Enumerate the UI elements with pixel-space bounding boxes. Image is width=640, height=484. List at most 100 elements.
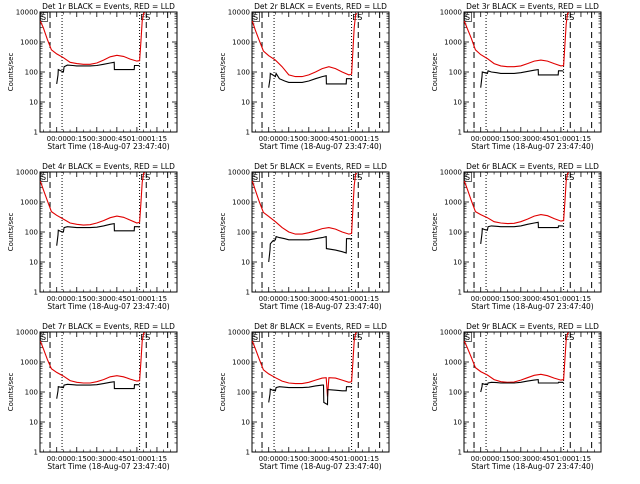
x-tick-label: 00:30	[87, 455, 107, 463]
panel-title: Det 3r BLACK = Events, RED = LLD	[466, 2, 599, 11]
y-tick-label: 1000	[232, 359, 250, 367]
end-marker: ES	[352, 333, 362, 342]
start-marker: S	[465, 173, 470, 182]
x-tick-label: 00:30	[299, 455, 319, 463]
x-tick-label: 00:00	[471, 455, 491, 463]
y-tick-label: 10	[241, 419, 250, 427]
start-marker: S	[465, 333, 470, 342]
y-tick-label: 10	[241, 99, 250, 107]
x-axis-label: Start Time (18-Aug-07 23:47:40)	[471, 142, 593, 151]
y-tick-label: 10	[241, 259, 250, 267]
series-line-lld	[39, 12, 146, 65]
y-tick-label: 10000	[16, 329, 38, 337]
start-marker: S	[41, 13, 46, 22]
y-tick-label: 10	[453, 419, 462, 427]
x-tick-label: 01:00	[339, 295, 359, 303]
x-tick-label: 01:00	[127, 455, 147, 463]
x-tick-label: 00:30	[87, 295, 107, 303]
x-tick-label: 00:00	[259, 135, 279, 143]
panel-title: Det 1r BLACK = Events, RED = LLD	[42, 2, 175, 11]
y-tick-label: 100	[449, 69, 462, 77]
x-tick-label: 01:00	[551, 455, 571, 463]
series-line-lld	[39, 172, 146, 226]
y-tick-label: 100	[237, 389, 250, 397]
start-marker: S	[41, 333, 46, 342]
y-tick-label: 1000	[444, 199, 462, 207]
y-tick-label: 1	[458, 289, 462, 297]
x-tick-label: 00:45	[531, 295, 551, 303]
detector-panel: Det 9r BLACK = Events, RED = LLD 1 10 100 10…	[431, 322, 602, 471]
x-axis-label: Start Time (18-Aug-07 23:47:40)	[47, 462, 169, 471]
x-tick-label: 00:15	[491, 295, 511, 303]
plot-frame	[39, 171, 178, 293]
y-tick-label: 100	[449, 389, 462, 397]
start-marker: S	[253, 13, 258, 22]
y-tick-label: 1000	[20, 39, 38, 47]
series-line-events	[268, 235, 352, 263]
start-marker: S	[465, 13, 470, 22]
x-tick-label: 00:45	[531, 455, 551, 463]
y-tick-label: 100	[25, 229, 38, 237]
end-marker: ES	[564, 173, 574, 182]
series-line-lld	[463, 172, 570, 225]
start-marker-box	[40, 172, 48, 182]
detector-panel: Det 7r BLACK = Events, RED = LLD 1 10 100 10…	[7, 322, 178, 471]
x-tick-label: 01:15	[147, 455, 167, 463]
x-tick-label: 00:45	[319, 295, 339, 303]
y-axis-label: Counts/sec	[431, 213, 439, 252]
start-marker-box	[464, 12, 472, 22]
end-marker: ES	[140, 13, 150, 22]
x-tick-label: 01:00	[127, 135, 147, 143]
x-tick-label: 01:00	[551, 295, 571, 303]
detector-panel: Det 1r BLACK = Events, RED = LLD 1 10 100 10…	[7, 2, 178, 151]
series-line-events	[56, 61, 140, 84]
x-tick-label: 00:30	[87, 135, 107, 143]
y-tick-label: 10000	[440, 329, 462, 337]
y-tick-label: 10	[29, 419, 38, 427]
x-axis-label: Start Time (18-Aug-07 23:47:40)	[471, 462, 593, 471]
series-line-events	[268, 384, 352, 406]
y-tick-label: 10	[453, 99, 462, 107]
y-tick-label: 1	[246, 289, 250, 297]
y-axis-label: Counts/sec	[431, 373, 439, 412]
y-tick-label: 10000	[16, 9, 38, 17]
y-axis-label: Counts/sec	[219, 213, 227, 252]
series-line-events	[480, 378, 564, 393]
y-tick-label: 10000	[228, 329, 250, 337]
end-marker: ES	[352, 173, 362, 182]
y-tick-label: 1	[458, 129, 462, 137]
x-tick-label: 01:15	[147, 295, 167, 303]
panel-title: Det 6r BLACK = Events, RED = LLD	[466, 162, 599, 171]
end-marker: ES	[140, 173, 150, 182]
y-tick-label: 10	[29, 99, 38, 107]
y-tick-label: 1	[34, 449, 38, 457]
end-marker: ES	[140, 333, 150, 342]
y-axis-label: Counts/sec	[431, 53, 439, 92]
x-tick-label: 01:15	[571, 135, 591, 143]
panel-title: Det 4r BLACK = Events, RED = LLD	[42, 162, 175, 171]
series-line-lld	[39, 332, 146, 384]
series-line-events	[56, 381, 140, 399]
y-tick-label: 1000	[20, 199, 38, 207]
x-tick-label: 00:45	[107, 455, 127, 463]
panel-title: Det 7r BLACK = Events, RED = LLD	[42, 322, 175, 331]
x-tick-label: 01:00	[339, 455, 359, 463]
start-marker-box	[40, 332, 48, 342]
x-axis-label: Start Time (18-Aug-07 23:47:40)	[259, 142, 381, 151]
series-line-lld	[251, 172, 358, 235]
y-tick-label: 100	[449, 229, 462, 237]
x-tick-label: 01:15	[571, 295, 591, 303]
y-tick-label: 1	[246, 449, 250, 457]
x-tick-label: 00:45	[319, 135, 339, 143]
plot-frame	[463, 171, 602, 293]
x-tick-label: 00:00	[471, 295, 491, 303]
x-tick-label: 00:15	[67, 135, 87, 143]
panel-title: Det 5r BLACK = Events, RED = LLD	[254, 162, 387, 171]
y-tick-label: 10	[29, 259, 38, 267]
x-tick-label: 01:15	[147, 135, 167, 143]
x-tick-label: 00:15	[491, 455, 511, 463]
x-tick-label: 01:00	[551, 135, 571, 143]
detector-panel: Det 3r BLACK = Events, RED = LLD 1 10 100 10…	[431, 2, 602, 151]
x-axis-label: Start Time (18-Aug-07 23:47:40)	[47, 302, 169, 311]
